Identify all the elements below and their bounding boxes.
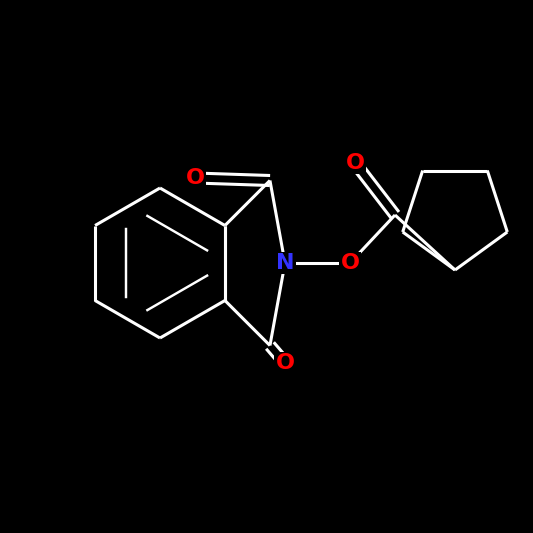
Text: O: O	[345, 153, 365, 173]
Text: N: N	[276, 253, 294, 273]
Bar	[344, 152, 366, 174]
Bar	[184, 167, 206, 189]
Bar	[339, 252, 361, 274]
Text: O: O	[185, 168, 205, 188]
Text: O: O	[341, 253, 359, 273]
Text: O: O	[276, 353, 295, 373]
Bar	[274, 352, 296, 374]
Bar	[274, 252, 296, 274]
